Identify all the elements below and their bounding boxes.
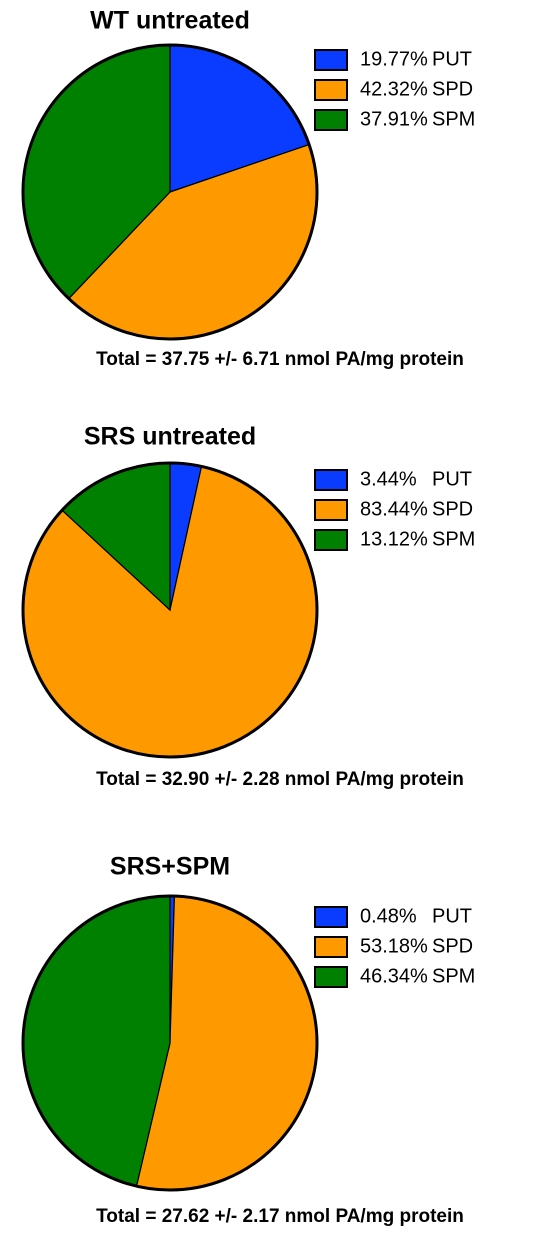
legend-swatch — [314, 79, 348, 101]
chart-title: SRS untreated — [84, 423, 256, 451]
legend-label: SPM — [432, 965, 475, 987]
legend-label: PUT — [432, 468, 472, 490]
legend-value: 13.12% — [360, 528, 428, 550]
chart-title: WT untreated — [90, 7, 250, 35]
legend-swatch — [314, 966, 348, 988]
legend-label: SPM — [432, 528, 475, 550]
legend-swatch — [314, 469, 348, 491]
legend-label: SPD — [432, 498, 473, 520]
legend-value: 19.77% — [360, 48, 428, 70]
legend-label: SPM — [432, 108, 475, 130]
legend-value: 83.44% — [360, 498, 428, 520]
legend-swatch — [314, 499, 348, 521]
legend-value: 42.32% — [360, 78, 428, 100]
total-annotation: Total = 27.62 +/- 2.17 nmol PA/mg protei… — [96, 1206, 464, 1227]
pie-outline — [21, 894, 319, 1192]
legend-label: PUT — [432, 905, 472, 927]
pie-outline — [21, 461, 319, 759]
legend-value: 0.48% — [360, 905, 417, 927]
legend-label: SPD — [432, 78, 473, 100]
chart-title: SRS+SPM — [110, 853, 230, 881]
legend-value: 53.18% — [360, 935, 428, 957]
legend-swatch — [314, 936, 348, 958]
legend-label: SPD — [432, 935, 473, 957]
legend-swatch — [314, 49, 348, 71]
legend-swatch — [314, 906, 348, 928]
legend-swatch — [314, 529, 348, 551]
total-annotation: Total = 37.75 +/- 6.71 nmol PA/mg protei… — [96, 349, 464, 370]
pie-outline — [21, 43, 319, 341]
legend-value: 3.44% — [360, 468, 417, 490]
total-annotation: Total = 32.90 +/- 2.28 nmol PA/mg protei… — [96, 769, 464, 790]
legend-value: 46.34% — [360, 965, 428, 987]
legend-swatch — [314, 109, 348, 131]
legend-label: PUT — [432, 48, 472, 70]
legend-value: 37.91% — [360, 108, 428, 130]
